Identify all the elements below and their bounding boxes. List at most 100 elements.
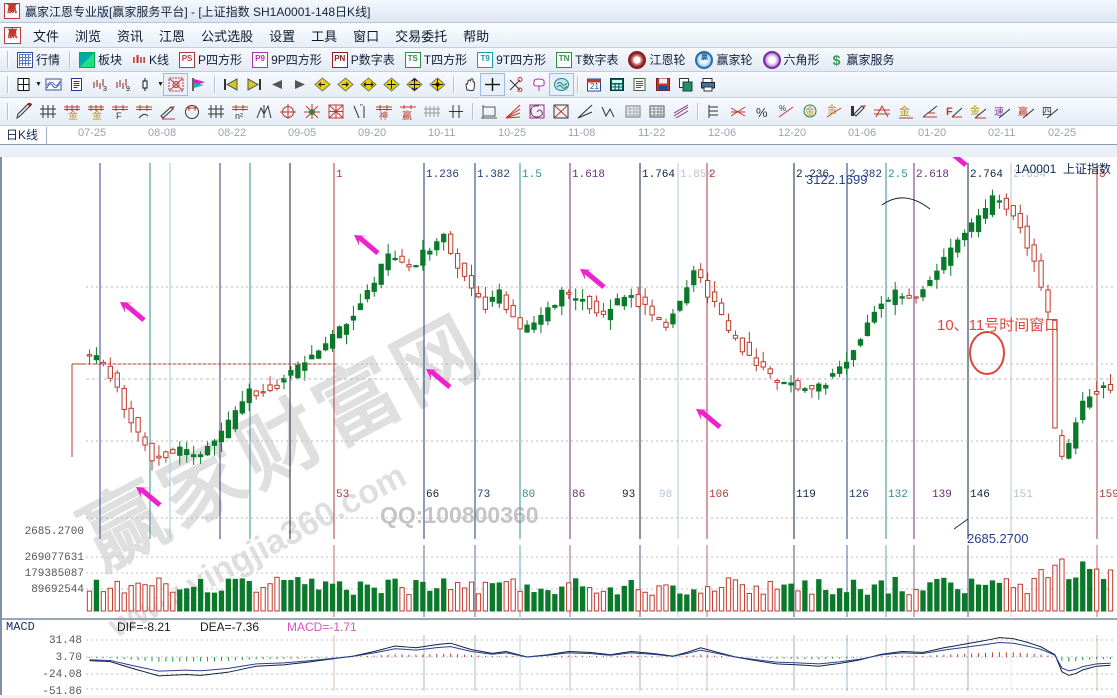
square-diag-icon[interactable] [549, 100, 573, 123]
menu-item-tools[interactable]: 工具 [311, 28, 338, 44]
menu-item-file[interactable]: 文件 [33, 28, 60, 44]
gold-angle-icon[interactable]: 金 [966, 100, 990, 123]
toolbar-button-kline[interactable]: ıⅠıı K线 [127, 49, 174, 70]
toolbar-button-9p-square[interactable]: P9 9P四方形 [247, 49, 327, 70]
zoom-in-diamond-icon[interactable] [334, 74, 357, 95]
toolbar-button-p-table[interactable]: PN P数字表 [327, 49, 400, 70]
peak-icon[interactable] [252, 100, 276, 123]
candle-dropdown-caret[interactable]: ▼ [157, 81, 164, 88]
calendar-period-icon[interactable] [12, 74, 35, 95]
toolbar-button-winner-service[interactable]: $ 赢家服务 [825, 49, 900, 70]
hand-pan-icon[interactable] [458, 74, 481, 95]
f-hash-icon[interactable]: F [108, 100, 132, 123]
zigzag-icon[interactable] [597, 100, 621, 123]
curve-hash-icon[interactable] [132, 100, 156, 123]
angle-lines-icon[interactable] [573, 100, 597, 123]
fit-diamond-icon[interactable] [357, 74, 380, 95]
first-page-icon[interactable] [219, 74, 242, 95]
gann-red-icon[interactable] [870, 100, 894, 123]
pencil-draw-icon[interactable] [12, 100, 36, 123]
calculator-icon[interactable] [605, 74, 628, 95]
vshape-icon[interactable]: " [348, 100, 372, 123]
gold-hash2-icon[interactable]: 金 [84, 100, 108, 123]
menu-item-news[interactable]: 资讯 [117, 28, 144, 44]
hash-plain-icon[interactable] [204, 100, 228, 123]
clipboard-icon[interactable] [65, 74, 88, 95]
next-page-icon[interactable] [288, 74, 311, 95]
single-candle-icon[interactable] [134, 74, 157, 95]
grid-box-icon[interactable] [621, 100, 645, 123]
toolbar-button-gann-wheel[interactable]: 江恩轮 [623, 49, 690, 70]
volume-chart-svg[interactable] [2, 545, 1117, 620]
ying-angle-icon[interactable]: 赢 [1014, 100, 1038, 123]
shen-hash-icon[interactable]: 神 [372, 100, 396, 123]
percent-cross-icon[interactable] [726, 100, 750, 123]
cross-hash-icon[interactable] [444, 100, 468, 123]
rect-tool-icon[interactable] [477, 100, 501, 123]
trend-lines-icon[interactable] [669, 100, 693, 123]
toolbar-button-blocks[interactable]: 板块 [74, 49, 127, 70]
menu-item-browse[interactable]: 浏览 [75, 28, 102, 44]
target-circle-icon[interactable] [276, 100, 300, 123]
gold-line-icon[interactable]: 金 [822, 100, 846, 123]
scissors-icon[interactable] [504, 74, 527, 95]
gold-circle-icon[interactable]: 金 [798, 100, 822, 123]
toolbar-button-winner-wheel[interactable]: 赢 赢家轮 [690, 49, 757, 70]
tree-icon[interactable] [527, 74, 550, 95]
expand-diamond-icon[interactable] [403, 74, 426, 95]
print-icon[interactable] [697, 74, 720, 95]
flag-icon[interactable] [187, 74, 210, 95]
prev-page-icon[interactable] [265, 74, 288, 95]
save-icon[interactable] [651, 74, 674, 95]
grid-hash-icon[interactable] [420, 100, 444, 123]
shrink-diamond-icon[interactable] [380, 74, 403, 95]
menu-item-formula[interactable]: 公式选股 [201, 28, 254, 44]
kline-tab[interactable]: 日K线 [0, 126, 48, 144]
copy-icon[interactable] [674, 74, 697, 95]
macd-chart-svg[interactable] [2, 635, 1117, 693]
toolbar-button-t-square[interactable]: TS T四方形 [400, 49, 472, 70]
gann-fan-hash-icon[interactable] [36, 100, 60, 123]
toolbar-button-t-table[interactable]: TN T数字表 [551, 49, 623, 70]
percent-line-icon[interactable]: % [774, 100, 798, 123]
pencil-hash-icon[interactable] [156, 100, 180, 123]
pencil-bold-icon[interactable] [846, 100, 870, 123]
menu-item-gann[interactable]: 江恩 [159, 28, 186, 44]
toolbar-button-quotes[interactable]: 行情 [12, 49, 65, 70]
circle-hash-icon[interactable] [180, 100, 204, 123]
menu-item-window[interactable]: 窗口 [353, 28, 380, 44]
gold-hash1-icon[interactable]: 金 [60, 100, 84, 123]
toolbar-button-9t-square[interactable]: T9 9T四方形 [472, 49, 551, 70]
price-chart-svg[interactable] [2, 157, 1117, 539]
sun-web-icon[interactable] [300, 100, 324, 123]
kline9-icon[interactable]: 9 [111, 74, 134, 95]
menu-item-help[interactable]: 帮助 [463, 28, 490, 44]
ying-hash-icon[interactable]: 赢 [396, 100, 420, 123]
lian-icon[interactable]: 速 [990, 100, 1014, 123]
calendar-icon[interactable]: 21 [582, 74, 605, 95]
move-diamond-icon[interactable] [426, 74, 449, 95]
gann-grid-icon[interactable] [163, 73, 188, 96]
si-icon[interactable]: 四 [1038, 100, 1062, 123]
menu-item-settings[interactable]: 设置 [269, 28, 296, 44]
spiral-icon[interactable] [525, 100, 549, 123]
percent-icon[interactable]: % [750, 100, 774, 123]
grid-box2-icon[interactable] [645, 100, 669, 123]
toolbar-button-p-square[interactable]: PS P四方形 [174, 49, 247, 70]
gold-bar-icon[interactable]: 金 [894, 100, 918, 123]
report-icon[interactable] [628, 74, 651, 95]
brain-icon[interactable] [549, 73, 574, 96]
angle-half-icon[interactable] [918, 100, 942, 123]
fan-lines-icon[interactable] [501, 100, 525, 123]
period-dropdown-caret[interactable]: ▼ [35, 81, 42, 88]
kline3-icon[interactable]: 3 [88, 74, 111, 95]
toolbar-button-hexagon[interactable]: 六角形 [758, 49, 825, 70]
crosshair-icon[interactable] [480, 73, 505, 96]
ladder-icon[interactable] [702, 100, 726, 123]
overlay-icon[interactable] [42, 74, 65, 95]
last-page-icon[interactable] [242, 74, 265, 95]
square-web-icon[interactable] [324, 100, 348, 123]
f-line-icon[interactable]: F [942, 100, 966, 123]
menu-item-trade[interactable]: 交易委托 [395, 28, 448, 44]
